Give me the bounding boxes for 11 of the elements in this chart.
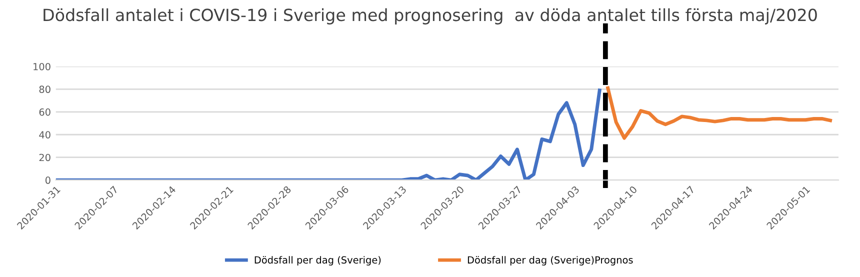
y-tick-label: 80 — [39, 86, 50, 94]
legend-label: Dödsfall per dag (Sverige)Prognos — [468, 256, 633, 266]
line-series — [56, 88, 602, 180]
chart-title: Dödsfall antalet i COVIS-19 i Sverige med prognosering av döda antalet tills första maj/2020 — [44, 8, 817, 24]
line-series — [606, 86, 832, 140]
y-tick-label: 20 — [39, 154, 50, 162]
y-tick-label: 100 — [34, 62, 50, 70]
y-tick-label: 0 — [45, 176, 50, 184]
legend-label: Dödsfall per dag (Sverige) — [254, 256, 381, 266]
y-tick-label: 60 — [39, 108, 50, 116]
y-tick-label: 40 — [39, 131, 50, 138]
